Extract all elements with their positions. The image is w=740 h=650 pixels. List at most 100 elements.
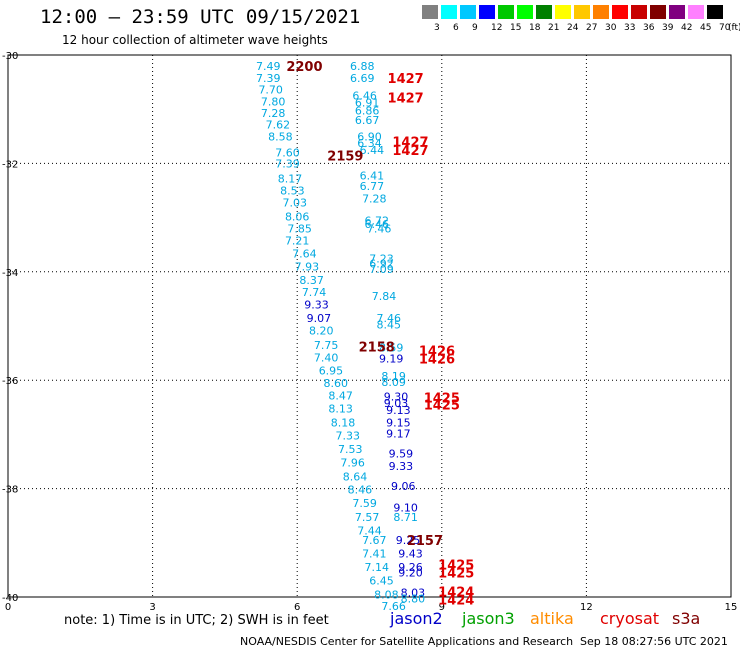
pass-time-label: 1426 [419,353,455,368]
swh-data-label: 7.60 [275,147,300,160]
swh-data-label: 7.59 [352,497,377,510]
swh-data-label: 7.74 [302,286,327,299]
swh-data-label: 8.59 [379,342,404,355]
swh-data-label: 7.57 [355,511,380,524]
pass-time-label: 1424 [438,594,474,609]
footer-note: note: 1) Time is in UTC; 2) SWH is in fe… [64,613,329,628]
pass-time-label: 1427 [388,72,424,87]
chart-subtitle: 12 hour collection of altimeter wave hei… [62,33,328,47]
swh-data-label: 9.17 [386,427,411,440]
swh-data-label: 9.19 [379,353,404,366]
swh-data-label: 7.09 [369,263,394,276]
color-scale-swatch [555,5,571,19]
swh-data-label: 8.20 [309,324,334,337]
legend-jason2: jason2 [390,609,443,628]
x-tick-label: 15 [725,602,738,613]
swh-data-label: 7.70 [258,84,283,97]
swh-data-label: 6.86 [355,104,380,117]
swh-data-label: 8.17 [278,173,303,186]
y-tick-label: -32 [2,159,18,170]
swh-data-label: 9.33 [389,460,414,473]
swh-data-label: 6.95 [319,364,344,377]
color-scale-swatch [517,5,533,19]
swh-data-label: 8.53 [280,185,305,198]
swh-data-label: 6.88 [350,60,375,73]
color-scale-label: 12 [491,23,503,33]
pass-time-label: 2157 [407,534,443,549]
y-tick-label: -34 [2,268,18,279]
swh-data-label: 7.28 [362,193,387,206]
color-scale-label: 39 [662,23,674,33]
swh-data-label: 7.66 [381,600,406,613]
pass-time-label: 2158 [359,341,395,356]
swh-data-label: 7.75 [314,339,339,352]
chart-title: 12:00 – 23:59 UTC 09/15/2021 [40,6,361,28]
swh-data-label: 6.45 [369,575,394,588]
x-tick-label: 9 [439,602,445,613]
y-tick-label: -36 [2,376,18,387]
swh-data-label: 6.46 [364,218,389,231]
color-scale-label: 18 [529,23,541,33]
credit-line: NOAA/NESDIS Center for Satellite Applica… [240,635,574,648]
color-scale-swatch [669,5,685,19]
swh-data-label: 8.18 [331,416,356,429]
swh-data-label: 9.15 [386,416,411,429]
pass-time-label: 1425 [424,392,460,407]
swh-data-label: 7.96 [340,457,365,470]
pass-time-label: 2159 [327,149,363,164]
pass-time-label: 1427 [392,144,428,159]
color-scale-swatch [441,5,457,19]
color-scale-label: 9 [472,23,478,33]
swh-data-label: 9.30 [384,390,409,403]
swh-data-label: 7.21 [285,234,310,247]
x-tick-label: 12 [580,602,593,613]
swh-data-label: 8.08 [374,588,399,601]
color-scale-swatch [536,5,552,19]
swh-data-label: 7.33 [336,429,361,442]
plot-frame [7,54,732,598]
color-scale-label: 6 [453,23,459,33]
legend-altika: altika [530,609,574,628]
swh-data-label: 6.67 [355,114,380,127]
swh-data-label: 7.40 [314,351,339,364]
swh-data-label: 7.28 [261,107,286,120]
color-scale-unit: (ft) [728,23,740,33]
swh-data-label: 7.03 [283,196,308,209]
pass-time-label: 2200 [286,60,322,75]
swh-data-label: 9.59 [389,447,414,460]
color-scale-swatch [479,5,495,19]
color-scale-label: 45 [700,23,712,33]
swh-data-label: 7.80 [261,96,286,109]
color-scale-label: 30 [605,23,617,33]
swh-data-label: 7.67 [362,534,387,547]
swh-data-label: 6.72 [364,214,389,227]
color-scale-swatch [498,5,514,19]
color-scale-label: 36 [643,23,655,33]
swh-data-label: 7.62 [266,118,291,131]
color-scale-label: 70 [719,23,731,33]
swh-data-label: 8.09 [381,376,406,389]
swh-data-label: 7.23 [369,252,394,265]
swh-data-label: 8.60 [324,377,349,390]
pass-time-label: 1427 [392,136,428,151]
color-scale-label: 33 [624,23,636,33]
pass-time-label: 1424 [438,586,474,601]
swh-data-label: 9.03 [384,397,409,410]
x-tick-label: 3 [149,602,155,613]
color-scale-swatch [574,5,590,19]
swh-data-label: 7.46 [377,312,402,325]
swh-data-label: 7.39 [275,157,300,170]
color-scale-swatch [650,5,666,19]
swh-data-label: 9.20 [398,567,423,580]
swh-data-label: 8.13 [328,402,353,415]
color-scale-label: 21 [548,23,560,33]
swh-data-label: 7.93 [295,260,320,273]
swh-data-label: 7.39 [256,72,281,85]
swh-data-label: 9.26 [398,561,423,574]
swh-data-label: 8.19 [381,370,406,383]
swh-data-label: 9.33 [304,298,329,311]
swh-data-label: 9.43 [398,548,423,561]
swh-data-label: 8.45 [377,318,402,331]
swh-data-label: 6.41 [360,169,385,182]
